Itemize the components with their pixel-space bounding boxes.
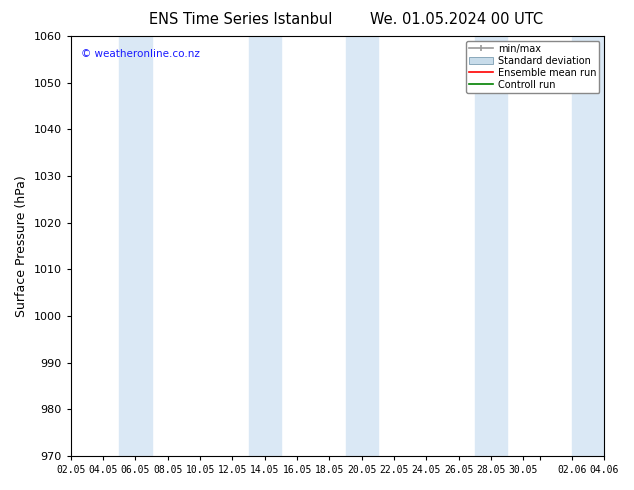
Text: © weatheronline.co.nz: © weatheronline.co.nz xyxy=(81,49,200,59)
Bar xyxy=(346,36,378,456)
Y-axis label: Surface Pressure (hPa): Surface Pressure (hPa) xyxy=(15,175,28,317)
Bar xyxy=(249,36,281,456)
Text: ENS Time Series Istanbul: ENS Time Series Istanbul xyxy=(149,12,333,27)
Text: We. 01.05.2024 00 UTC: We. 01.05.2024 00 UTC xyxy=(370,12,543,27)
Bar xyxy=(475,36,507,456)
Legend: min/max, Standard deviation, Ensemble mean run, Controll run: min/max, Standard deviation, Ensemble me… xyxy=(466,41,600,93)
Bar xyxy=(572,36,604,456)
Bar xyxy=(119,36,152,456)
